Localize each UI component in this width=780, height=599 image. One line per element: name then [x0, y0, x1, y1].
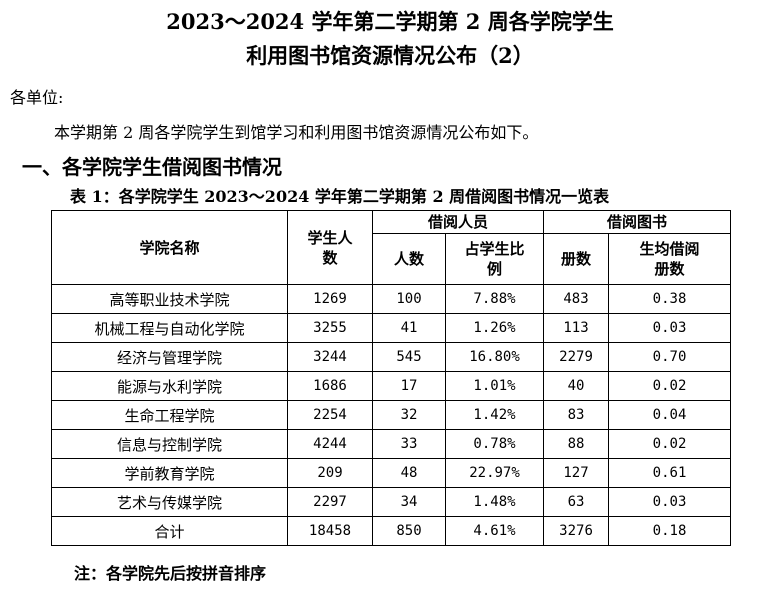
addressee: 各单位:: [10, 88, 64, 107]
cell-borrowers: 545: [372, 342, 446, 372]
cell-volumes: 483: [543, 284, 610, 314]
cell-college: 经济与管理学院: [51, 342, 288, 372]
cell-borrowers: 34: [372, 487, 446, 517]
table-row: 艺术与传媒学院 2297 34 1.48% 63 0.03: [51, 487, 732, 517]
cell-per-capita: 0.02: [608, 429, 732, 459]
cell-students: 2254: [287, 400, 373, 430]
cell-college: 能源与水利学院: [51, 371, 288, 401]
cell-ratio: 4.61%: [444, 516, 545, 546]
cell-ratio: 16.80%: [444, 342, 545, 372]
cell-borrowers: 33: [372, 429, 446, 459]
cell-volumes: 63: [543, 487, 610, 517]
footnote: 注：各学院先后按拼音排序: [74, 564, 267, 583]
header-borrowers-group: 借阅人员: [371, 210, 545, 234]
document-title-line2: 利用图书馆资源情况公布（2）: [246, 43, 534, 68]
cell-students: 4244: [287, 429, 373, 459]
cell-borrowers: 100: [372, 284, 446, 314]
cell-students: 1686: [287, 371, 373, 401]
cell-per-capita: 0.03: [608, 313, 732, 343]
cell-ratio: 22.97%: [444, 458, 545, 488]
cell-borrowers: 48: [372, 458, 446, 488]
cell-volumes: 3276: [543, 516, 610, 546]
cell-ratio: 7.88%: [444, 284, 545, 314]
table-caption: 表 1：各学院学生 2023～2024 学年第二学期第 2 周借阅图书情况一览表: [70, 187, 610, 206]
cell-college: 高等职业技术学院: [51, 284, 288, 314]
header-books-group: 借阅图书: [543, 210, 732, 234]
cell-ratio: 1.48%: [444, 487, 545, 517]
table-row: 学前教育学院 209 48 22.97% 127 0.61: [51, 458, 732, 488]
header-books-volumes: 册数: [543, 233, 610, 285]
cell-volumes: 83: [543, 400, 610, 430]
cell-students: 209: [287, 458, 373, 488]
cell-college: 信息与控制学院: [51, 429, 288, 459]
table-row: 能源与水利学院 1686 17 1.01% 40 0.02: [51, 371, 732, 401]
header-borrowers-ratio: 占学生比例: [444, 233, 545, 285]
header-books-per-capita: 生均借阅册数: [608, 233, 732, 285]
cell-students: 1269: [287, 284, 373, 314]
cell-college: 生命工程学院: [51, 400, 288, 430]
cell-per-capita: 0.02: [608, 371, 732, 401]
table-row: 合计 18458 850 4.61% 3276 0.18: [51, 516, 732, 546]
header-students: 学生人数: [287, 210, 373, 285]
cell-students: 3255: [287, 313, 373, 343]
cell-volumes: 113: [543, 313, 610, 343]
cell-per-capita: 0.04: [608, 400, 732, 430]
cell-college: 合计: [51, 516, 288, 546]
cell-per-capita: 0.70: [608, 342, 732, 372]
cell-volumes: 40: [543, 371, 610, 401]
header-borrowers-count: 人数: [372, 233, 446, 285]
cell-students: 3244: [287, 342, 373, 372]
table-body: 高等职业技术学院 1269 100 7.88% 483 0.38 机械工程与自动化学院 325…: [51, 284, 732, 546]
cell-per-capita: 0.03: [608, 487, 732, 517]
cell-ratio: 1.26%: [444, 313, 545, 343]
cell-volumes: 127: [543, 458, 610, 488]
cell-college: 艺术与传媒学院: [51, 487, 288, 517]
cell-students: 2297: [287, 487, 373, 517]
cell-students: 18458: [287, 516, 373, 546]
cell-college: 学前教育学院: [51, 458, 288, 488]
cell-college: 机械工程与自动化学院: [51, 313, 288, 343]
borrowing-table: 学院名称 学生人数 借阅人员 借阅图书 人数 占学生比例 册数 生均借阅册数 高…: [51, 210, 732, 546]
section-heading: 一、各学院学生借阅图书情况: [22, 155, 282, 179]
intro-paragraph: 本学期第 2 周各学院学生到馆学习和利用图书馆资源情况公布如下。: [54, 123, 539, 142]
cell-ratio: 1.01%: [444, 371, 545, 401]
cell-ratio: 1.42%: [444, 400, 545, 430]
table-row: 信息与控制学院 4244 33 0.78% 88 0.02: [51, 429, 732, 459]
header-college: 学院名称: [51, 210, 288, 285]
cell-borrowers: 32: [372, 400, 446, 430]
cell-per-capita: 0.61: [608, 458, 732, 488]
cell-volumes: 2279: [543, 342, 610, 372]
document-title-line1: 2023～2024 学年第二学期第 2 周各学院学生: [166, 9, 614, 34]
table-row: 机械工程与自动化学院 3255 41 1.26% 113 0.03: [51, 313, 732, 343]
cell-ratio: 0.78%: [444, 429, 545, 459]
cell-borrowers: 850: [372, 516, 446, 546]
cell-borrowers: 17: [372, 371, 446, 401]
table-row: 经济与管理学院 3244 545 16.80% 2279 0.70: [51, 342, 732, 372]
cell-per-capita: 0.38: [608, 284, 732, 314]
table-row: 生命工程学院 2254 32 1.42% 83 0.04: [51, 400, 732, 430]
cell-volumes: 88: [543, 429, 610, 459]
cell-borrowers: 41: [372, 313, 446, 343]
cell-per-capita: 0.18: [608, 516, 732, 546]
table-row: 高等职业技术学院 1269 100 7.88% 483 0.38: [51, 284, 732, 314]
